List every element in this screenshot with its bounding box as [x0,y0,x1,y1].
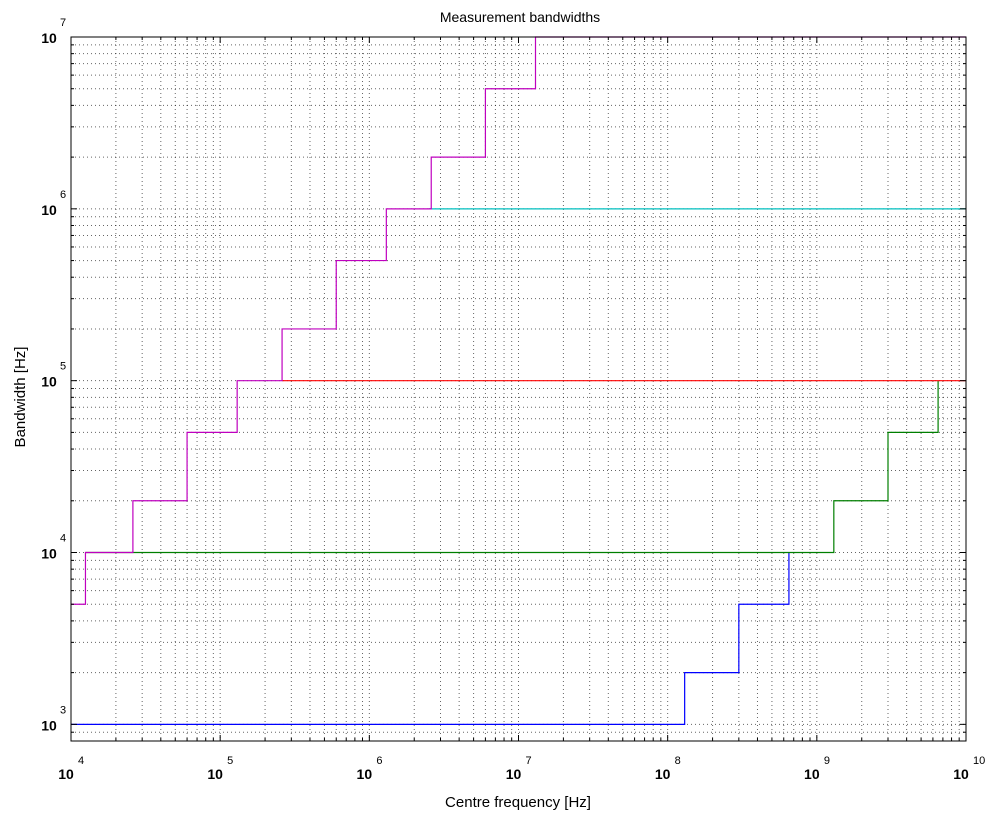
x-tick-exponent: 7 [526,755,532,767]
grid [70,36,967,742]
y-tick-exponent: 6 [60,189,66,201]
x-tick-exponent: 10 [973,755,985,767]
x-tick-exponent: 6 [376,755,382,767]
y-tick-label: 10 [41,202,57,218]
x-tick-label: 10 [953,766,969,782]
series-line-5 [71,36,966,605]
series-line-2 [85,380,939,554]
x-tick-label: 10 [357,766,373,782]
y-tick-label: 10 [41,30,57,46]
chart-title: Measurement bandwidths [440,9,600,25]
x-tick-label: 10 [207,766,223,782]
x-tick-label: 10 [804,766,820,782]
x-tick-label: 10 [506,766,522,782]
y-tick-label: 10 [41,717,57,733]
y-tick-exponent: 4 [60,533,66,545]
y-tick-exponent: 5 [60,361,66,373]
x-tick-exponent: 9 [824,755,830,767]
ticks [70,36,967,742]
x-axis-label: Centre frequency [Hz] [445,794,591,811]
y-tick-label: 10 [41,374,57,390]
y-tick-label: 10 [41,546,57,562]
x-tick-label: 10 [58,766,74,782]
y-tick-exponent: 7 [60,17,66,29]
x-tick-exponent: 4 [78,755,84,767]
x-tick-exponent: 5 [227,755,233,767]
y-tick-exponent: 3 [60,704,66,716]
y-axis-label: Bandwidth [Hz] [12,347,29,448]
x-tick-label: 10 [655,766,671,782]
x-tick-exponent: 8 [675,755,681,767]
series-group [71,36,966,725]
series-line-1 [71,552,790,725]
